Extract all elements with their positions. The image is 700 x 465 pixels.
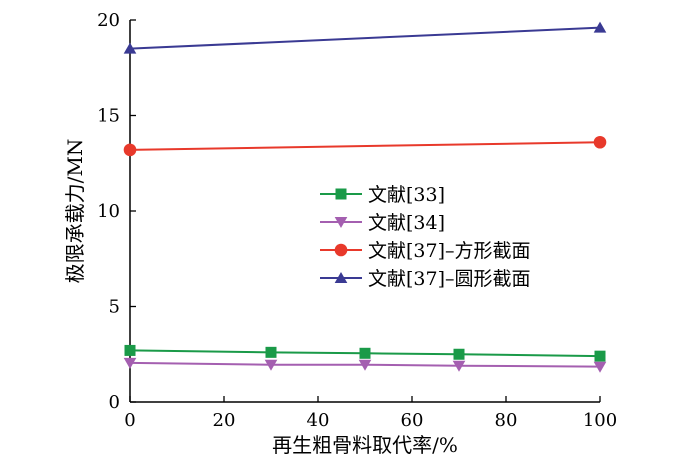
circle-marker <box>334 243 348 257</box>
axes <box>129 20 600 403</box>
y-tick-label: 20 <box>97 10 120 31</box>
legend-label: 文献[34] <box>368 212 445 234</box>
x-tick-label: 80 <box>495 410 518 431</box>
legend-label: 文献[33] <box>368 184 445 206</box>
triangle-down-marker <box>264 359 278 371</box>
x-tick-label: 0 <box>124 410 135 431</box>
x-tick-label: 20 <box>213 410 236 431</box>
x-tick-label: 100 <box>583 410 617 431</box>
y-tick-label: 0 <box>109 392 120 413</box>
square-marker <box>594 350 606 362</box>
y-tick-label: 5 <box>109 297 120 318</box>
x-axis-title: 再生粗骨料取代率/% <box>272 433 458 457</box>
legend-item: 文献[37]–方形截面 <box>320 240 531 262</box>
series-1 <box>124 344 606 362</box>
triangle-down-marker <box>123 357 137 369</box>
series-3 <box>123 135 607 157</box>
triangle-down-marker <box>358 359 372 371</box>
legend-item: 文献[37]–圆形截面 <box>320 268 531 290</box>
square-marker <box>265 346 277 358</box>
y-tick-label: 10 <box>97 201 120 222</box>
square-marker <box>335 188 347 200</box>
circle-marker <box>593 135 607 149</box>
legend-item: 文献[34] <box>320 212 445 234</box>
triangle-up-marker <box>123 42 137 54</box>
square-marker <box>453 348 465 360</box>
triangle-down-marker <box>452 360 466 372</box>
x-tick-label: 40 <box>307 410 330 431</box>
series-layer <box>123 21 607 373</box>
circle-marker <box>123 143 137 157</box>
y-tick-label: 15 <box>97 106 120 127</box>
triangle-down-marker <box>334 217 348 229</box>
legend-item: 文献[33] <box>320 184 445 206</box>
series-line <box>129 141 601 151</box>
triangle-up-marker <box>334 271 348 283</box>
legend-label: 文献[37]–圆形截面 <box>368 268 531 290</box>
y-axis-title: 极限承载力/MN <box>63 139 87 284</box>
legend-label: 文献[37]–方形截面 <box>368 240 531 262</box>
series-line <box>129 26 601 50</box>
square-marker <box>124 344 136 356</box>
series-2 <box>123 357 607 373</box>
triangle-down-marker <box>593 361 607 373</box>
square-marker <box>359 347 371 359</box>
triangle-up-marker <box>593 21 607 33</box>
ticks: 0 20 40 60 80 100 0 5 10 15 20 <box>97 10 617 431</box>
x-tick-label: 60 <box>401 410 424 431</box>
series-4 <box>123 21 607 54</box>
